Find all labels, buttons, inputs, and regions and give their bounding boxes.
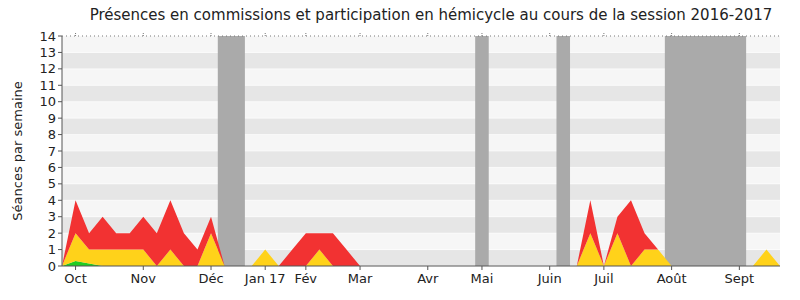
x-tick-top (75, 33, 76, 36)
x-tick-top (549, 33, 550, 36)
x-tick (549, 266, 550, 270)
x-tick (739, 266, 740, 270)
x-tick-label: Nov (131, 271, 157, 286)
x-tick-top (481, 33, 482, 36)
y-tick-label: 1 (48, 242, 56, 257)
title: Présences en commissions et participatio… (90, 6, 773, 24)
x-tick (75, 266, 76, 270)
top-border (62, 36, 780, 37)
y-tick-label: 10 (39, 94, 56, 109)
x-tick-label: Oct (64, 271, 86, 286)
x-tick-label: Août (657, 271, 687, 286)
y-tick (58, 101, 62, 102)
x-tick-label: Juil (593, 271, 613, 286)
y-tick (58, 266, 62, 267)
x-tick (603, 266, 604, 270)
shaded-range (218, 36, 245, 266)
plot-area (62, 36, 780, 266)
y-tick (58, 200, 62, 201)
y-tick-label: 13 (39, 45, 56, 60)
x-tick-top (739, 33, 740, 36)
x-tick (265, 266, 266, 270)
area (62, 200, 780, 266)
y-tick-label: 2 (48, 226, 56, 241)
shaded-range (475, 36, 489, 266)
x-tick (360, 266, 361, 270)
y-tick (58, 68, 62, 69)
x-tick-label: Juin (537, 271, 562, 286)
y-tick-label: 8 (48, 127, 56, 142)
y-tick-label: 0 (48, 259, 56, 274)
grid (62, 36, 780, 266)
y-axis-label: Séances par semaine (10, 81, 25, 220)
x-tick-label: Jan 17 (244, 271, 286, 286)
x-tick (427, 266, 428, 270)
shaded-range (665, 36, 746, 266)
y-tick (58, 233, 62, 234)
y-tick (58, 167, 62, 168)
y-tick (58, 249, 62, 250)
x-tick-top (211, 33, 212, 36)
y-tick-label: 6 (48, 160, 56, 175)
y-tick-label: 4 (48, 193, 56, 208)
x-tick-top (360, 33, 361, 36)
y-tick (58, 118, 62, 119)
x-tick-top (143, 33, 144, 36)
x-tick-label: Avr (417, 271, 439, 286)
x-axis (62, 266, 780, 267)
y-tick (58, 216, 62, 217)
y-tick (58, 52, 62, 53)
x-tick-label: Fév (295, 271, 318, 286)
x-tick (143, 266, 144, 270)
x-tick-top (671, 33, 672, 36)
y-tick-label: 9 (48, 111, 56, 126)
x-tick-top (603, 33, 604, 36)
y-tick (58, 85, 62, 86)
x-tick (671, 266, 672, 270)
x-tick-top (305, 33, 306, 36)
y-tick-label: 11 (39, 78, 56, 93)
y-tick (58, 36, 62, 37)
grid-line (62, 266, 780, 267)
x-tick (305, 266, 306, 270)
x-tick (481, 266, 482, 270)
x-tick-top (265, 33, 266, 36)
x-tick-label: Déc (198, 271, 223, 286)
y-tick-label: 14 (39, 29, 56, 44)
shaded-range (556, 36, 570, 266)
chart: 01234567891011121314OctNovDécJan 17FévMa… (0, 0, 800, 300)
x-tick-label: Mai (471, 271, 494, 286)
x-tick-label: Sept (725, 271, 755, 286)
x-tick (211, 266, 212, 270)
x-tick-top (427, 33, 428, 36)
y-tick-label: 3 (48, 209, 56, 224)
y-tick (58, 183, 62, 184)
y-tick-label: 5 (48, 176, 56, 191)
x-tick-label: Mar (348, 271, 373, 286)
y-tick (58, 151, 62, 152)
y-tick-label: 7 (48, 144, 56, 159)
y-tick (58, 134, 62, 135)
y-tick-label: 12 (39, 61, 56, 76)
